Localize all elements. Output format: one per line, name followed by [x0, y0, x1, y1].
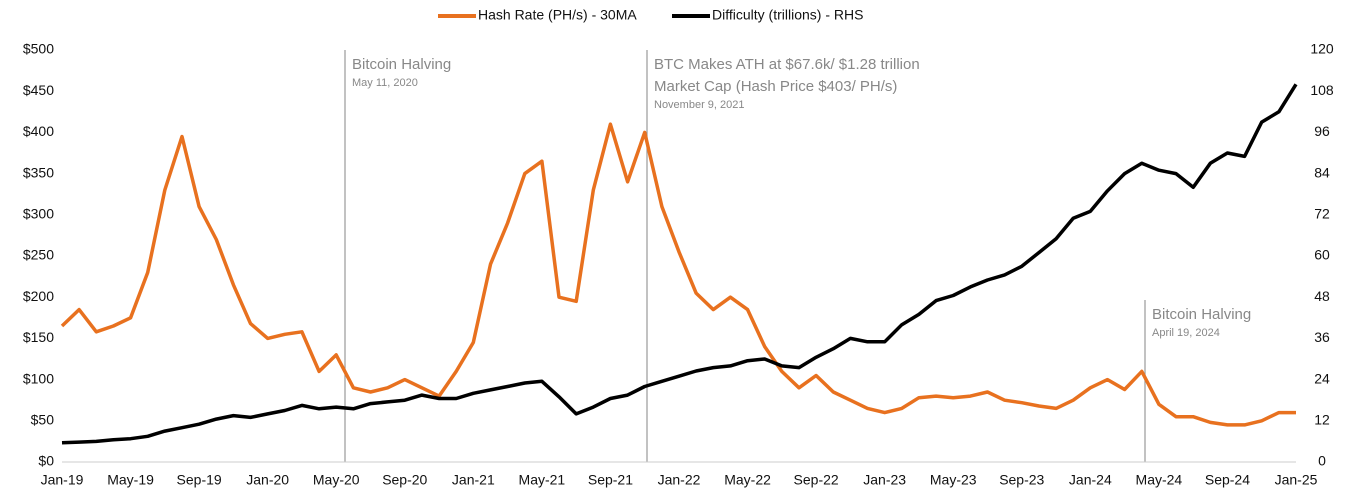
y-tick-label: $400	[23, 123, 54, 139]
legend-label: Hash Rate (PH/s) - 30MA	[478, 7, 637, 23]
x-tick-label: Jan-23	[863, 472, 906, 488]
y2-tick-label: 96	[1314, 123, 1330, 139]
x-tick-label: Sep-21	[588, 472, 633, 488]
y-tick-label: $450	[23, 82, 54, 98]
annotation-text: BTC Makes ATH at $67.6k/ $1.28 trillion	[654, 56, 920, 73]
x-tick-label: May-24	[1136, 472, 1183, 488]
y2-tick-label: 36	[1314, 329, 1330, 345]
x-tick-label: Sep-24	[1205, 472, 1250, 488]
x-tick-label: Jan-25	[1275, 472, 1318, 488]
annotation-text: Bitcoin Halving	[1152, 306, 1251, 323]
y2-tick-label: 84	[1314, 164, 1330, 180]
line-series	[60, 122, 1296, 427]
x-tick-label: Sep-22	[794, 472, 839, 488]
x-tick-label: Jan-24	[1069, 472, 1112, 488]
y-tick-label: $150	[23, 329, 54, 345]
y-tick-label: $0	[38, 453, 54, 469]
x-tick-label: Sep-20	[382, 472, 427, 488]
y-tick-label: $100	[23, 370, 54, 386]
y-tick-label: $500	[23, 41, 54, 57]
x-tick-label: Sep-23	[999, 472, 1044, 488]
line-series	[61, 83, 1298, 445]
x-tick-label: May-22	[724, 472, 771, 488]
y2-tick-label: 0	[1318, 453, 1326, 469]
y-tick-label: $250	[23, 247, 54, 263]
y2-tick-label: 108	[1310, 82, 1334, 98]
y2-tick-label: 120	[1310, 41, 1334, 57]
y2-tick-label: 12	[1314, 412, 1330, 428]
annotation-date: April 19, 2024	[1152, 327, 1220, 339]
y-tick-label: $300	[23, 206, 54, 222]
x-tick-label: Sep-19	[177, 472, 222, 488]
x-tick-label: Jan-20	[246, 472, 289, 488]
x-tick-label: May-19	[107, 472, 154, 488]
annotation-text: Bitcoin Halving	[352, 56, 451, 73]
x-tick-label: May-21	[519, 472, 566, 488]
x-tick-label: Jan-21	[452, 472, 495, 488]
legend-label: Difficulty (trillions) - RHS	[712, 7, 863, 23]
y2-tick-label: 60	[1314, 247, 1330, 263]
y2-tick-label: 72	[1314, 206, 1330, 222]
y2-tick-label: 24	[1314, 370, 1330, 386]
y-tick-label: $350	[23, 164, 54, 180]
x-tick-label: May-20	[313, 472, 360, 488]
annotation-text: Market Cap (Hash Price $403/ PH/s)	[654, 78, 897, 95]
x-tick-label: May-23	[930, 472, 977, 488]
annotation-date: November 9, 2021	[654, 99, 745, 111]
x-tick-label: Jan-19	[41, 472, 84, 488]
x-tick-label: Jan-22	[658, 472, 701, 488]
y2-tick-label: 48	[1314, 288, 1330, 304]
annotation-date: May 11, 2020	[352, 77, 418, 89]
y-tick-label: $50	[31, 412, 55, 428]
y-tick-label: $200	[23, 288, 54, 304]
